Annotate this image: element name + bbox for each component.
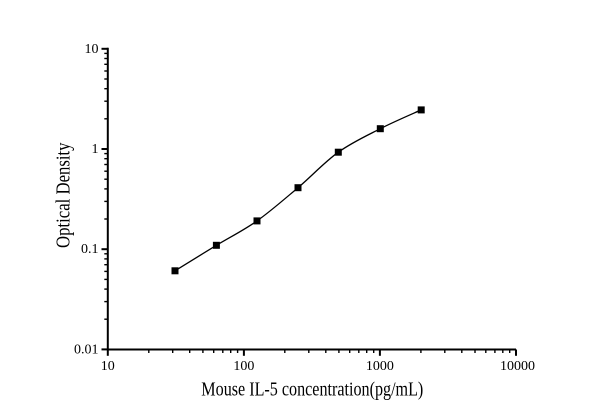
svg-text:1: 1 <box>92 142 99 157</box>
svg-text:0.01: 0.01 <box>74 342 99 357</box>
svg-text:100: 100 <box>233 359 254 374</box>
svg-text:10: 10 <box>101 359 115 374</box>
svg-text:10000: 10000 <box>500 359 535 374</box>
svg-text:0.1: 0.1 <box>81 242 99 257</box>
svg-text:10: 10 <box>85 42 99 57</box>
svg-text:Mouse IL-5 concentration(pg/mL: Mouse IL-5 concentration(pg/mL) <box>201 378 423 400</box>
svg-text:1000: 1000 <box>366 359 394 374</box>
svg-text:Optical Density: Optical Density <box>52 142 74 248</box>
